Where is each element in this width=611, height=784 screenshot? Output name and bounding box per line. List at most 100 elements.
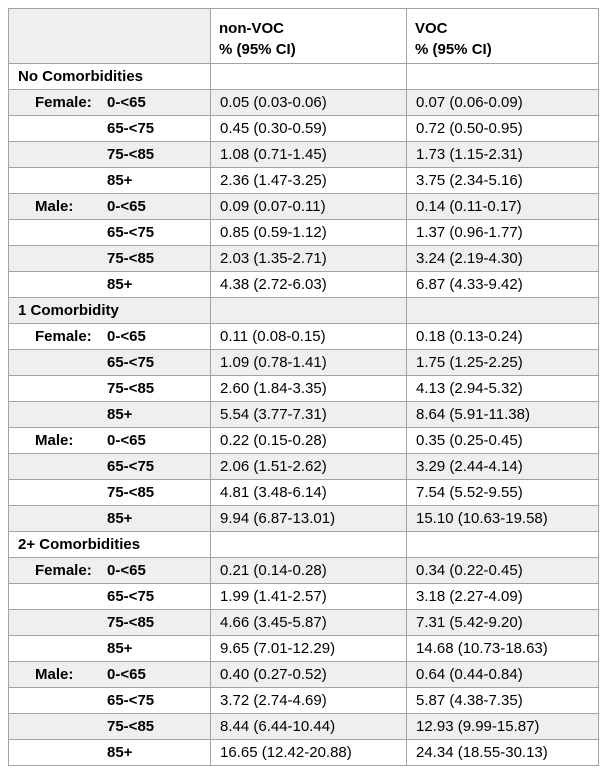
nonvoc-value-cell: 0.45 (0.30-0.59) [210, 115, 407, 142]
age-group-label: 75-<85 [107, 484, 155, 501]
voc-value-cell: 14.68 (10.73-18.63) [406, 635, 599, 662]
sex-label: Male: [35, 666, 74, 683]
nonvoc-value-cell: 0.09 (0.07-0.11) [210, 193, 407, 220]
voc-value-cell: 0.14 (0.11-0.17) [406, 193, 599, 220]
age-group-label: 0-<65 [107, 562, 146, 579]
col-header-voc-title: VOC [415, 19, 448, 37]
table-header: non-VOC % (95% CI) VOC % (95% CI) [8, 8, 599, 64]
row-label-cell: 65-<75 [8, 115, 211, 142]
voc-value-cell: 4.13 (2.94-5.32) [406, 375, 599, 402]
age-group-label: 0-<65 [107, 432, 146, 449]
table-row: 65-<75 0.85 (0.59-1.12) 1.37 (0.96-1.77) [8, 219, 599, 246]
age-group-label: 75-<85 [107, 380, 155, 397]
voc-value-cell: 12.93 (9.99-15.87) [406, 713, 599, 740]
row-label-cell: 65-<75 [8, 219, 211, 246]
sex-label: Male: [35, 432, 74, 449]
row-label-cell: 65-<75 [8, 349, 211, 376]
table-row: Male: 0-<65 0.40 (0.27-0.52) 0.64 (0.44-0.8… [8, 661, 599, 688]
voc-value-cell: 1.73 (1.15-2.31) [406, 141, 599, 168]
empty-cell [406, 63, 599, 90]
voc-value-cell: 8.64 (5.91-11.38) [406, 401, 599, 428]
age-group-label: 75-<85 [107, 614, 155, 631]
row-label-cell: 85+ [8, 167, 211, 194]
voc-value-cell: 0.34 (0.22-0.45) [406, 557, 599, 584]
nonvoc-value-cell: 0.85 (0.59-1.12) [210, 219, 407, 246]
nonvoc-value-cell: 0.22 (0.15-0.28) [210, 427, 407, 454]
nonvoc-value-cell: 0.21 (0.14-0.28) [210, 557, 407, 584]
nonvoc-value-cell: 1.99 (1.41-2.57) [210, 583, 407, 610]
table-row: Male: 0-<65 0.22 (0.15-0.28) 0.35 (0.25-0.4… [8, 427, 599, 454]
voc-value-cell: 24.34 (18.55-30.13) [406, 739, 599, 766]
row-label-cell: 85+ [8, 401, 211, 428]
sex-label: Female: [35, 562, 92, 579]
section-title: 2+ Comorbidities [8, 531, 211, 558]
voc-value-cell: 0.07 (0.06-0.09) [406, 89, 599, 116]
age-group-label: 85+ [107, 744, 133, 761]
voc-value-cell: 3.18 (2.27-4.09) [406, 583, 599, 610]
row-label-cell: 75-<85 [8, 375, 211, 402]
age-group-label: 75-<85 [107, 250, 155, 267]
voc-value-cell: 3.29 (2.44-4.14) [406, 453, 599, 480]
table-body: No Comorbidities Female: 0-<65 0.05 (0.03-0… [8, 63, 599, 766]
voc-value-cell: 15.10 (10.63-19.58) [406, 505, 599, 532]
nonvoc-value-cell: 9.94 (6.87-13.01) [210, 505, 407, 532]
nonvoc-value-cell: 8.44 (6.44-10.44) [210, 713, 407, 740]
voc-value-cell: 0.35 (0.25-0.45) [406, 427, 599, 454]
table-row: 85+ 4.38 (2.72-6.03) 6.87 (4.33-9.42) [8, 271, 599, 298]
row-label-cell: Male: 0-<65 [8, 193, 211, 220]
comorbidity-voc-table: non-VOC % (95% CI) VOC % (95% CI) No Com… [8, 8, 599, 766]
nonvoc-value-cell: 0.40 (0.27-0.52) [210, 661, 407, 688]
age-group-label: 85+ [107, 172, 133, 189]
age-group-label: 65-<75 [107, 120, 155, 137]
age-group-label: 75-<85 [107, 146, 155, 163]
age-group-label: 65-<75 [107, 224, 155, 241]
section-header-row: No Comorbidities [8, 63, 599, 90]
table-row: Female: 0-<65 0.21 (0.14-0.28) 0.34 (0.22-0… [8, 557, 599, 584]
row-label-cell: 65-<75 [8, 687, 211, 714]
row-label-cell: Male: 0-<65 [8, 427, 211, 454]
voc-value-cell: 1.75 (1.25-2.25) [406, 349, 599, 376]
nonvoc-value-cell: 9.65 (7.01-12.29) [210, 635, 407, 662]
nonvoc-value-cell: 1.09 (0.78-1.41) [210, 349, 407, 376]
nonvoc-value-cell: 0.11 (0.08-0.15) [210, 323, 407, 350]
age-group-label: 85+ [107, 276, 133, 293]
row-label-cell: Female: 0-<65 [8, 557, 211, 584]
section-header-row: 1 Comorbidity [8, 297, 599, 324]
row-label-cell: 85+ [8, 635, 211, 662]
nonvoc-value-cell: 4.81 (3.48-6.14) [210, 479, 407, 506]
row-label-cell: 85+ [8, 505, 211, 532]
col-header-nonvoc-title: non-VOC [219, 19, 284, 37]
age-group-label: 0-<65 [107, 198, 146, 215]
header-row: non-VOC % (95% CI) VOC % (95% CI) [8, 8, 599, 64]
voc-value-cell: 6.87 (4.33-9.42) [406, 271, 599, 298]
sex-label: Female: [35, 328, 92, 345]
nonvoc-value-cell: 1.08 (0.71-1.45) [210, 141, 407, 168]
nonvoc-value-cell: 4.38 (2.72-6.03) [210, 271, 407, 298]
table-row: Female: 0-<65 0.05 (0.03-0.06) 0.07 (0.06-0… [8, 89, 599, 116]
table-row: 65-<75 1.09 (0.78-1.41) 1.75 (1.25-2.25) [8, 349, 599, 376]
voc-value-cell: 5.87 (4.38-7.35) [406, 687, 599, 714]
empty-cell [210, 297, 407, 324]
col-header-nonvoc: non-VOC % (95% CI) [210, 8, 407, 64]
empty-cell [210, 531, 407, 558]
voc-value-cell: 0.64 (0.44-0.84) [406, 661, 599, 688]
voc-value-cell: 1.37 (0.96-1.77) [406, 219, 599, 246]
table-row: 75-<85 2.60 (1.84-3.35) 4.13 (2.94-5.32) [8, 375, 599, 402]
age-group-label: 65-<75 [107, 588, 155, 605]
nonvoc-value-cell: 16.65 (12.42-20.88) [210, 739, 407, 766]
row-label-cell: 65-<75 [8, 583, 211, 610]
age-group-label: 85+ [107, 640, 133, 657]
empty-cell [406, 531, 599, 558]
row-label-cell: 75-<85 [8, 245, 211, 272]
age-group-label: 85+ [107, 510, 133, 527]
section-title: 1 Comorbidity [8, 297, 211, 324]
nonvoc-value-cell: 2.36 (1.47-3.25) [210, 167, 407, 194]
row-label-cell: 85+ [8, 271, 211, 298]
nonvoc-value-cell: 4.66 (3.45-5.87) [210, 609, 407, 636]
table-row: 85+ 9.65 (7.01-12.29) 14.68 (10.73-18.63) [8, 635, 599, 662]
table-row: 75-<85 1.08 (0.71-1.45) 1.73 (1.15-2.31) [8, 141, 599, 168]
row-label-cell: Female: 0-<65 [8, 89, 211, 116]
row-label-cell: 75-<85 [8, 479, 211, 506]
voc-value-cell: 3.75 (2.34-5.16) [406, 167, 599, 194]
